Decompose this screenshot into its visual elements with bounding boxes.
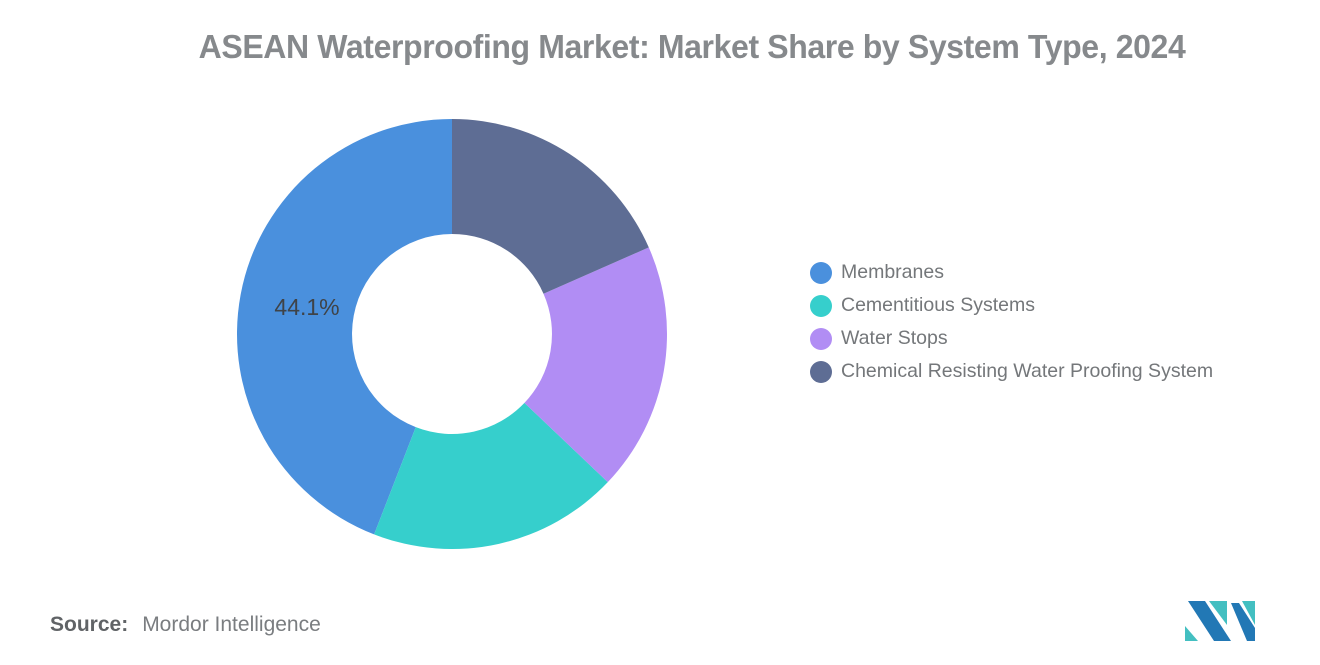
chart-title: ASEAN Waterproofing Market: Market Share… — [198, 28, 1186, 65]
logo-shape-blue-right-diagonal — [1231, 603, 1255, 641]
mordor-intelligence-logo — [1185, 601, 1255, 641]
donut-slice-membranes[interactable] — [237, 119, 452, 535]
donut-slice-cementitious-systems[interactable] — [374, 402, 608, 549]
logo-shape-teal-left — [1185, 626, 1198, 641]
donut-chart: 44.1% — [237, 119, 667, 549]
logo-shape-teal-right — [1242, 601, 1255, 625]
legend-label: Membranes — [841, 261, 944, 283]
slice-value-label: 44.1% — [274, 294, 339, 320]
legend-label: Water Stops — [841, 327, 948, 349]
donut-slice-chemical-resisting-water-proofing-system[interactable] — [452, 119, 649, 294]
logo-shape-teal-middle — [1209, 601, 1227, 625]
logo-shape-blue-left-diagonal — [1188, 601, 1231, 641]
legend-item-membranes[interactable]: Membranes — [810, 256, 1213, 289]
legend-dot-water-stops — [810, 327, 832, 350]
source-label: Source: — [50, 613, 129, 636]
chart-legend: Membranes Cementitious Systems Water Sto… — [810, 256, 1213, 388]
legend-item-water-stops[interactable]: Water Stops — [810, 322, 1213, 355]
legend-dot-cementitious-systems — [810, 294, 832, 317]
donut-chart-container: 44.1% — [237, 119, 667, 549]
legend-dot-membranes — [810, 261, 832, 284]
legend-dot-chemical-resisting — [810, 360, 832, 383]
source-value: Mordor Intelligence — [142, 613, 321, 636]
donut-slice-water-stops[interactable] — [524, 247, 667, 483]
legend-item-chemical-resisting[interactable]: Chemical Resisting Water Proofing System — [810, 355, 1213, 388]
legend-label: Cementitious Systems — [841, 294, 1035, 316]
legend-item-cementitious-systems[interactable]: Cementitious Systems — [810, 289, 1213, 322]
legend-label: Chemical Resisting Water Proofing System — [841, 360, 1214, 382]
source-line: Source: Mordor Intelligence — [50, 613, 321, 637]
